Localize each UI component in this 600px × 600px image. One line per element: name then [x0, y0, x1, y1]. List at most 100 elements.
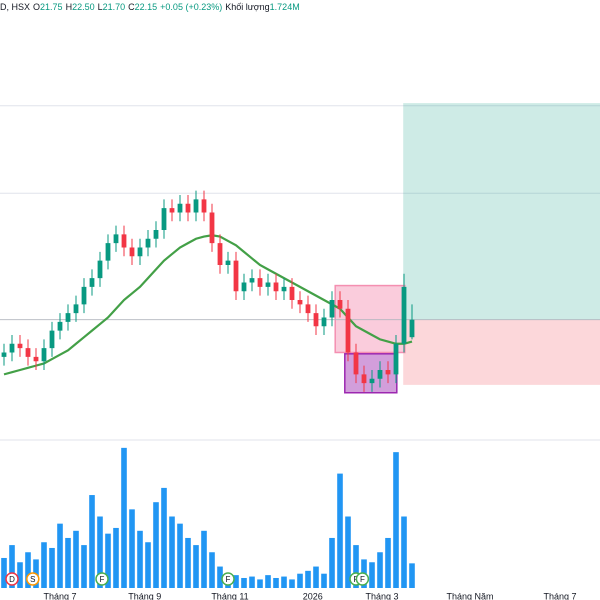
candle-body [361, 374, 367, 384]
x-tick-label: Tháng 7 [43, 591, 76, 600]
candle-body [409, 319, 415, 338]
candle-body [201, 199, 207, 213]
x-tick-label: Tháng Năm [446, 591, 493, 600]
volume-bar [305, 570, 311, 588]
volume-bar [145, 542, 151, 588]
volume-bar [369, 562, 375, 588]
volume-bar [25, 552, 31, 588]
candle-body [57, 321, 63, 331]
event-label: F [360, 575, 365, 584]
legend-text: D, HSX O21.75 H22.50 L21.70 C22.15 +0.05 (+0.… [0, 2, 300, 12]
candle-body [145, 238, 151, 248]
event-marker [355, 572, 370, 586]
ohlc-value: 21.75 [40, 2, 63, 12]
candle-body [393, 343, 399, 375]
candle-body [369, 378, 375, 384]
candle-body [305, 304, 311, 314]
symbol: D, HSX [0, 2, 30, 12]
volume-bar [1, 557, 7, 588]
event-marker [221, 572, 235, 586]
volume-bar [9, 545, 15, 588]
volume-bar [201, 530, 207, 588]
volume-bar [185, 537, 191, 588]
volume-bar [41, 542, 47, 588]
volume-bar [81, 545, 87, 588]
volume-bar [393, 452, 399, 588]
candle-body [97, 260, 103, 279]
volume-bar [169, 516, 175, 588]
stop-zone [403, 319, 600, 385]
candle-body [9, 343, 15, 353]
volume-bar [249, 576, 255, 588]
volume-bar [233, 575, 239, 588]
candle-body [265, 282, 271, 287]
volume-bar [353, 545, 359, 588]
volume-bar [409, 563, 415, 588]
candle-body [313, 313, 319, 327]
volume-bar [89, 495, 95, 588]
volume-bar [377, 552, 383, 588]
volume-bar [297, 573, 303, 588]
volume-bar [65, 537, 71, 588]
volume-bar [177, 523, 183, 588]
ohlc-label: H [66, 2, 73, 12]
volume-bar [345, 516, 351, 588]
candle-body [105, 243, 111, 261]
candle-body [401, 286, 407, 344]
candle-body [33, 356, 39, 362]
candle-body [193, 199, 199, 213]
volume-bar [321, 573, 327, 588]
volume-value: 1.724M [270, 2, 300, 12]
volume-bar [273, 577, 279, 588]
candle-body [153, 230, 159, 239]
candle-body [49, 330, 55, 349]
volume-bar [73, 530, 79, 588]
header: D, HSX O21.75 H22.50 L21.70 C22.15 +0.05 (+0.… [0, 2, 300, 12]
candle-body [241, 282, 247, 292]
x-tick-label: Tháng 3 [365, 591, 398, 600]
candle-body [137, 247, 143, 257]
volume-bar [161, 487, 167, 588]
candle-body [297, 300, 303, 305]
candle-body [113, 234, 119, 244]
candle-body [225, 260, 231, 265]
candle-body [73, 304, 79, 314]
volume-bar [257, 579, 263, 588]
candle-body [1, 352, 7, 357]
event-label: F [100, 575, 105, 584]
ohlc-label: C [128, 2, 135, 12]
ohlc-label: O [33, 2, 40, 12]
change: +0.05 (+0.23%) [160, 2, 222, 12]
volume-bar [337, 473, 343, 588]
candle-body [41, 348, 47, 362]
volume-bar [121, 447, 127, 588]
candle-body [289, 286, 295, 300]
x-tick-label: Tháng 7 [543, 591, 576, 600]
volume-bar [329, 537, 335, 588]
candle-body [185, 203, 191, 213]
candle-body [217, 243, 223, 265]
candle-body [321, 317, 327, 327]
candle-body [377, 370, 383, 379]
volume-bar [97, 516, 103, 588]
volume-bar [401, 516, 407, 588]
candle-body [65, 313, 71, 322]
volume-bar [137, 530, 143, 588]
volume-label: Khối lượng [225, 2, 269, 12]
event-marker [26, 572, 40, 586]
candle-body [81, 286, 87, 305]
ohlc-value: 22.15 [135, 2, 158, 12]
target-zone [403, 103, 600, 320]
ohlc-value: 21.70 [103, 2, 126, 12]
candle-body [17, 343, 23, 349]
candle-body [345, 308, 351, 353]
x-tick-label: 2026 [303, 591, 323, 600]
x-tick-label: Tháng 9 [128, 591, 161, 600]
volume-bar [129, 509, 135, 588]
volume-bar [209, 552, 215, 588]
volume-bar [217, 566, 223, 588]
volume-bar [49, 547, 55, 588]
candle-body [353, 352, 359, 375]
event-label: F [226, 575, 231, 584]
candle-body [273, 282, 279, 292]
